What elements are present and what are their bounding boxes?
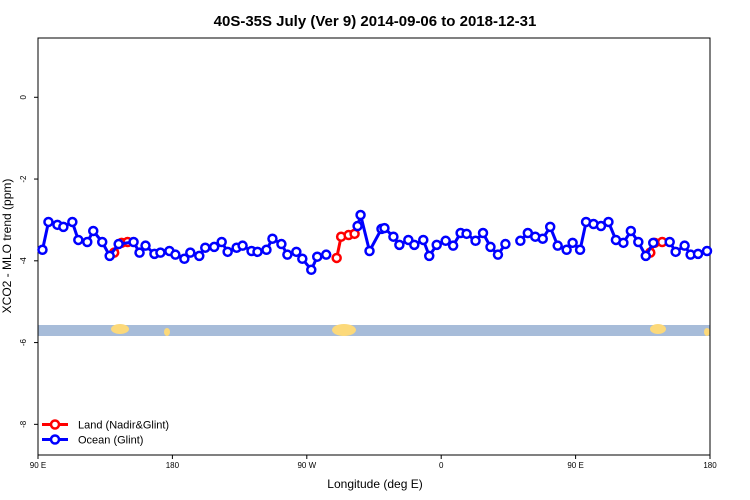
data-point: [574, 244, 586, 256]
data-point: [379, 222, 390, 234]
data-point: [648, 237, 659, 249]
plot-frame: [37, 37, 711, 456]
map-strip: [38, 324, 710, 336]
data-point: [603, 216, 614, 228]
data-point: [567, 237, 578, 249]
x-tick-label: 180: [166, 461, 180, 470]
data-point: [200, 242, 211, 253]
data-point: [355, 209, 366, 221]
data-point: [312, 251, 323, 262]
data-point: [470, 235, 481, 247]
data-point: [216, 236, 227, 248]
data-point: [113, 238, 124, 250]
data-point: [222, 246, 233, 258]
data-point: [625, 225, 637, 237]
data-point: [297, 253, 308, 265]
data-point: [320, 249, 332, 260]
legend-label: Ocean (Glint): [78, 435, 143, 447]
data-point: [388, 231, 399, 242]
land-shape: [332, 324, 356, 336]
x-axis-label: Longitude (deg E): [327, 477, 422, 491]
legend-marker: [49, 419, 61, 430]
data-point: [394, 239, 405, 251]
data-point: [128, 236, 139, 248]
data-point: [58, 221, 69, 233]
data-point: [595, 220, 607, 232]
y-tick-label: 0: [19, 95, 28, 100]
data-point: [544, 221, 556, 233]
data-point: [431, 239, 442, 251]
land-shape: [650, 324, 666, 334]
y-tick-label: -6: [19, 338, 28, 346]
y-tick-label: -2: [19, 175, 28, 183]
data-point: [552, 240, 563, 251]
data-point: [640, 250, 652, 262]
data-point: [88, 225, 99, 237]
data-point: [461, 228, 472, 240]
y-axis-label: XCO2 - MLO trend (ppm): [0, 179, 14, 314]
data-point: [237, 240, 248, 251]
data-point: [561, 244, 572, 256]
data-point: [185, 247, 196, 258]
data-point: [276, 238, 287, 250]
legend-marker: [49, 434, 61, 445]
y-tick-label: -8: [19, 420, 28, 428]
data-point: [679, 240, 690, 251]
ocean-strip: [38, 325, 710, 336]
data-point: [352, 220, 363, 232]
data-point: [170, 249, 181, 260]
data-point: [208, 241, 220, 253]
data-point: [424, 250, 435, 262]
data-point: [409, 239, 420, 251]
x-tick-label: 180: [703, 461, 717, 470]
data-point: [500, 238, 511, 250]
x-tick-label: 0: [439, 461, 444, 470]
data-point: [140, 240, 151, 251]
legend-label: Land (Nadir&Glint): [78, 420, 169, 432]
x-tick-label: 90 W: [297, 461, 316, 470]
data-point: [477, 227, 489, 239]
chart-title: 40S-35S July (Ver 9) 2014-09-06 to 2018-…: [214, 13, 537, 30]
data-point: [155, 247, 166, 258]
data-point: [492, 249, 504, 260]
y-tick-label: -4: [19, 257, 28, 265]
data-point: [267, 233, 278, 244]
data-point: [82, 236, 93, 248]
data-point: [134, 247, 145, 258]
data-point: [282, 249, 293, 260]
data-point: [418, 234, 429, 246]
data-point: [364, 245, 375, 257]
data-point: [67, 216, 78, 228]
data-point: [179, 253, 190, 265]
data-point: [331, 252, 342, 264]
land-shape: [111, 324, 129, 334]
land-shape: [704, 328, 710, 336]
data-point: [252, 246, 263, 258]
data-point: [96, 236, 108, 248]
data-point: [43, 216, 54, 228]
data-point: [104, 250, 115, 262]
data-point: [701, 245, 713, 257]
x-tick-label: 90 E: [567, 461, 583, 470]
data-point: [447, 240, 459, 251]
data-point: [37, 244, 48, 256]
data-point: [440, 235, 451, 247]
data-point: [194, 250, 205, 262]
data-point: [485, 241, 496, 253]
data-point: [670, 246, 681, 258]
data-point: [306, 264, 317, 276]
data-point: [515, 235, 526, 247]
data-point: [664, 236, 675, 248]
data-point: [261, 244, 272, 256]
land-shape: [164, 328, 170, 336]
data-point: [692, 248, 704, 260]
data-point: [633, 236, 644, 248]
x-tick-label: 90 E: [30, 461, 46, 470]
data-point: [73, 234, 84, 246]
data-point: [618, 237, 629, 249]
data-point: [537, 233, 548, 244]
data-point: [291, 246, 302, 258]
